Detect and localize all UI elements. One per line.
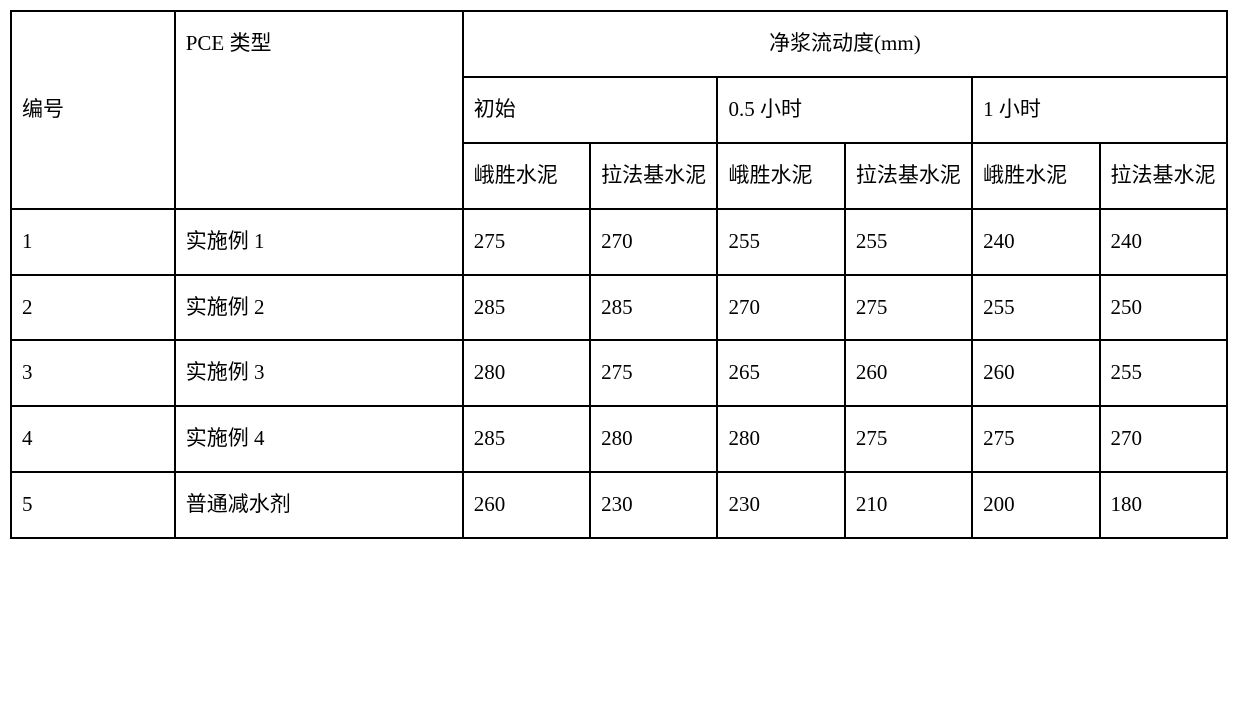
table-row: 2实施例 2285285270275255250 xyxy=(11,275,1227,341)
header-time-0: 初始 xyxy=(463,77,718,143)
row-type: 普通减水剂 xyxy=(175,472,463,538)
row-type: 实施例 1 xyxy=(175,209,463,275)
row-type: 实施例 2 xyxy=(175,275,463,341)
row-value-4: 255 xyxy=(972,275,1099,341)
row-value-4: 200 xyxy=(972,472,1099,538)
row-value-3: 255 xyxy=(845,209,972,275)
header-cement-0-1: 拉法基水泥 xyxy=(590,143,717,209)
row-value-3: 275 xyxy=(845,406,972,472)
row-id: 4 xyxy=(11,406,175,472)
row-value-0: 285 xyxy=(463,406,590,472)
header-type: PCE 类型 xyxy=(175,11,463,209)
row-value-4: 260 xyxy=(972,340,1099,406)
row-id: 1 xyxy=(11,209,175,275)
table-row: 3实施例 3280275265260260255 xyxy=(11,340,1227,406)
row-value-5: 240 xyxy=(1100,209,1227,275)
header-cement-1-0: 峨胜水泥 xyxy=(717,143,844,209)
row-value-1: 285 xyxy=(590,275,717,341)
row-id: 3 xyxy=(11,340,175,406)
row-type: 实施例 4 xyxy=(175,406,463,472)
row-value-0: 275 xyxy=(463,209,590,275)
row-value-1: 280 xyxy=(590,406,717,472)
row-value-5: 270 xyxy=(1100,406,1227,472)
row-value-0: 260 xyxy=(463,472,590,538)
row-type: 实施例 3 xyxy=(175,340,463,406)
header-time-2: 1 小时 xyxy=(972,77,1227,143)
header-main: 净浆流动度(mm) xyxy=(463,11,1227,77)
table-row: 1实施例 1275270255255240240 xyxy=(11,209,1227,275)
row-value-2: 270 xyxy=(717,275,844,341)
row-value-3: 275 xyxy=(845,275,972,341)
row-value-0: 280 xyxy=(463,340,590,406)
table-row: 5普通减水剂260230230210200180 xyxy=(11,472,1227,538)
header-cement-2-1: 拉法基水泥 xyxy=(1100,143,1227,209)
row-value-5: 180 xyxy=(1100,472,1227,538)
row-value-0: 285 xyxy=(463,275,590,341)
row-value-2: 230 xyxy=(717,472,844,538)
row-value-4: 275 xyxy=(972,406,1099,472)
row-value-2: 255 xyxy=(717,209,844,275)
row-value-1: 230 xyxy=(590,472,717,538)
row-value-1: 270 xyxy=(590,209,717,275)
row-value-2: 280 xyxy=(717,406,844,472)
header-cement-1-1: 拉法基水泥 xyxy=(845,143,972,209)
row-value-5: 255 xyxy=(1100,340,1227,406)
row-value-1: 275 xyxy=(590,340,717,406)
table-row: 4实施例 4285280280275275270 xyxy=(11,406,1227,472)
data-table: 编号PCE 类型净浆流动度(mm)初始0.5 小时1 小时峨胜水泥拉法基水泥峨胜… xyxy=(10,10,1228,539)
header-id: 编号 xyxy=(11,11,175,209)
row-value-3: 210 xyxy=(845,472,972,538)
row-id: 5 xyxy=(11,472,175,538)
header-cement-0-0: 峨胜水泥 xyxy=(463,143,590,209)
row-id: 2 xyxy=(11,275,175,341)
row-value-5: 250 xyxy=(1100,275,1227,341)
row-value-4: 240 xyxy=(972,209,1099,275)
header-time-1: 0.5 小时 xyxy=(717,77,972,143)
row-value-3: 260 xyxy=(845,340,972,406)
row-value-2: 265 xyxy=(717,340,844,406)
header-cement-2-0: 峨胜水泥 xyxy=(972,143,1099,209)
